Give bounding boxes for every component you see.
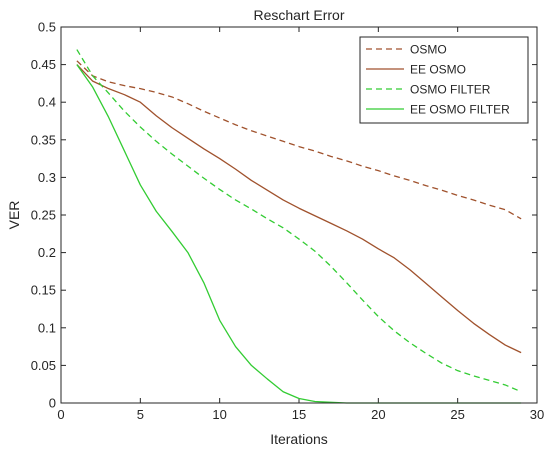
series-line-1 bbox=[76, 60, 522, 220]
legend: OSMO EE OSMO OSMO FILTER EE OSMO FILTER bbox=[359, 36, 529, 124]
y-tick-label: 0.2 bbox=[38, 245, 56, 260]
legend-label: OSMO bbox=[410, 43, 447, 57]
y-tick-label: 0.35 bbox=[31, 132, 56, 147]
x-tick-label: 20 bbox=[371, 407, 385, 422]
ticks-layer: 0 5 10 15 20 25 30 0 0.05 0.1 0.15 0.2 0.25 0.3 0.35 0.… bbox=[31, 20, 545, 423]
y-tick-label: 0.5 bbox=[38, 20, 56, 35]
y-axis-label: VER bbox=[6, 201, 22, 230]
y-tick-label: 0.1 bbox=[38, 320, 56, 335]
y-tick-label: 0.3 bbox=[38, 170, 56, 185]
series-line-2 bbox=[76, 64, 522, 354]
x-tick-label: 0 bbox=[57, 407, 64, 422]
y-tick-label: 0 bbox=[49, 396, 56, 411]
legend-label: EE OSMO FILTER bbox=[410, 103, 510, 117]
legend-label: OSMO FILTER bbox=[410, 83, 491, 97]
x-tick-label: 15 bbox=[292, 407, 306, 422]
y-tick-label: 0.45 bbox=[31, 57, 56, 72]
x-tick-label: 25 bbox=[450, 407, 464, 422]
x-axis-label: Iterations bbox=[270, 431, 328, 447]
series-line-3 bbox=[76, 49, 522, 393]
chart-title: Reschart Error bbox=[253, 7, 344, 23]
plot-frame bbox=[60, 26, 538, 404]
y-tick-label: 0.25 bbox=[31, 208, 56, 223]
y-tick-label: 0.15 bbox=[31, 283, 56, 298]
x-tick-label: 5 bbox=[137, 407, 144, 422]
x-tick-label: 30 bbox=[530, 407, 544, 422]
x-tick-label: 10 bbox=[212, 407, 226, 422]
y-tick-label: 0.4 bbox=[38, 95, 56, 110]
legend-label: EE OSMO bbox=[410, 63, 466, 77]
y-tick-label: 0.05 bbox=[31, 358, 56, 373]
